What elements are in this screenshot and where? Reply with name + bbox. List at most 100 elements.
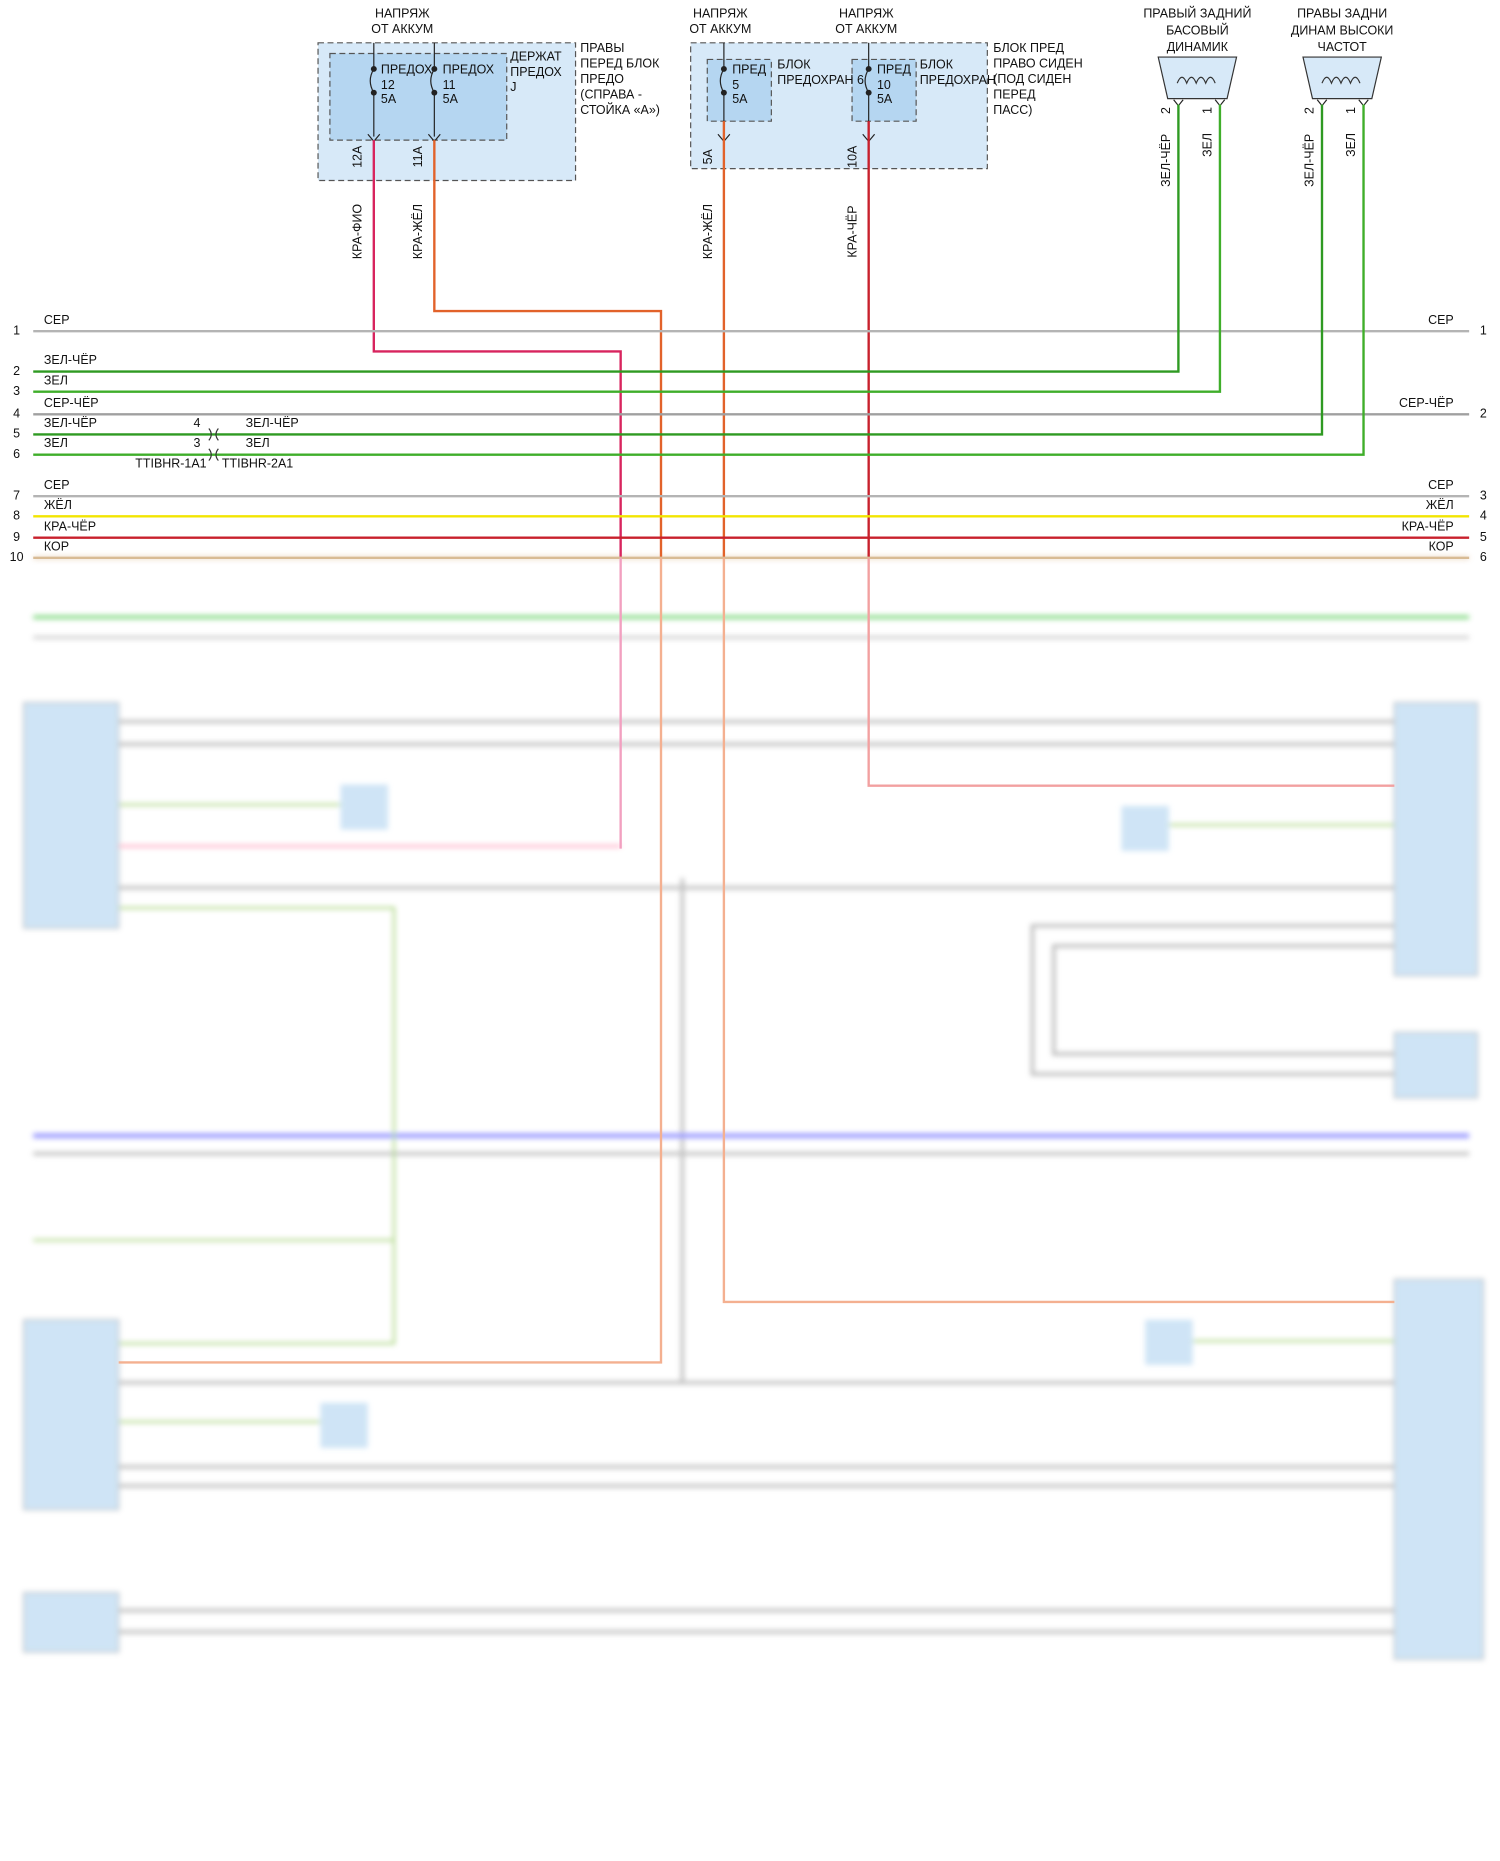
label: ПРАВЫ [580,41,624,55]
speaker-symbol [1157,56,1238,100]
wire-label: ЗЕЛ [44,436,68,450]
wire [33,104,1180,373]
wire-label: КОР [44,539,69,553]
label: ПЕРЕД [993,87,1036,101]
label: ПЕРЕД БЛОК [580,56,660,70]
fuse-dot [720,65,727,72]
rotated-label: ЗЕЛ-ЧЁР [1302,134,1316,187]
wire-continuation [118,557,663,1364]
rotated-label: 5A [701,148,715,164]
label: ПРЕДОХРАН 6 [777,73,864,87]
label: 11 [443,78,456,92]
speaker-coil [1321,76,1361,85]
rotated-label: 2 [1159,107,1173,114]
label: ПРЕДОХ [510,65,562,79]
pin-number: 5 [13,427,20,441]
source-label: ОТ АККУМ [835,22,897,36]
label: (СПРАВА - [580,87,642,101]
pin-number: 6 [13,447,20,461]
label: 5A [443,92,459,106]
rotated-label: 2 [1302,107,1316,114]
connector-id: TTIBHR-2A1 [222,456,293,470]
pin-number: 4 [1480,509,1487,523]
source-label: НАПРЯЖ [693,7,748,21]
wire [33,104,1324,436]
source-label: НАПРЯЖ [839,7,894,21]
label: БЛОК ПРЕД [993,41,1064,55]
label: 5A [877,92,893,106]
pin-number: 4 [13,407,20,421]
label: (ПОД СИДЕН [993,72,1071,86]
speaker-symbol [1302,56,1383,100]
wire-label: ЗЕЛ-ЧЁР [44,353,97,367]
label: ПРЕД [732,62,767,76]
rotated-label: КРА-ЖЁЛ [411,204,425,259]
rotated-label: 10A [846,145,860,168]
wire-label: ЗЕЛ-ЧЁР [44,416,97,430]
rotated-label: ЗЕЛ [1200,133,1214,157]
speaker-label: ПРАВЫЙ ЗАДНИЙ [1143,6,1251,21]
label: ПРЕДО [580,72,624,86]
wire-label: ЗЕЛ [44,373,68,387]
label: 5A [732,92,748,106]
wire-label: СЕР [44,478,70,492]
wire-label: КРА-ЧЁР [44,519,96,533]
wire-label: КОР [1429,539,1454,553]
pin-number: 5 [1480,530,1487,544]
wire-label: СЕР [1428,478,1454,492]
wire-label: ЗЕЛ-ЧЁР [246,416,299,430]
fuse-holder [329,52,508,141]
wire-label: ЖЁЛ [1426,498,1454,512]
wire-label: СЕР [1428,313,1454,327]
source-label: ОТ АККУМ [371,22,433,36]
rotated-label: ЗЕЛ [1344,133,1358,157]
pin-number: 2 [13,364,20,378]
wire-label: ЗЕЛ [246,436,270,450]
pin-number: 1 [13,324,20,338]
pin-number: 8 [13,509,20,523]
label: ПРЕДОХ [443,62,495,76]
rotated-label: ЗЕЛ-ЧЁР [1159,134,1173,187]
speaker-label: ЧАСТОТ [1318,40,1368,54]
wire-label: СЕР [44,313,70,327]
label: СТОЙКА «А») [580,102,660,117]
label: 10 [877,78,891,92]
wire [33,104,1222,393]
speaker-label: ДИНАМ ВЫСОКИ [1291,23,1393,37]
inline-connector [208,448,219,461]
rotated-label: 11A [411,145,425,167]
label: БЛОК [777,58,811,72]
wire-continuation [722,557,1395,1304]
pin-number: 10 [10,550,24,564]
wire-label: КРА-ЧЁР [1402,519,1454,533]
rotated-label: 1 [1200,107,1214,114]
label: ПРЕДОХ [381,62,433,76]
rotated-label: КРА-ЧЁР [846,205,860,257]
connector-id: TTIBHR-1A1 [135,456,206,470]
label: ПРЕД [877,62,912,76]
rotated-label: КРА-ФИО [351,204,365,260]
label: 5 [732,78,739,92]
pin-number: 9 [13,530,20,544]
wire-continuation [867,557,1395,787]
inline-connector [208,428,219,441]
wire-label: СЕР-ЧЁР [44,396,99,410]
pin-number: 7 [13,488,20,502]
label: 5A [381,92,397,106]
fuse-dot [865,65,872,72]
fuse-dot [431,65,438,72]
pin-number: 2 [1480,407,1487,421]
speaker-label: ПРАВЫ ЗАДНИ [1297,7,1387,21]
speaker-label: БАСОВЫЙ [1166,22,1229,37]
label: ДЕРЖАТ [510,49,562,63]
label: ПРАВО СИДЕН [993,56,1082,70]
label: ПРЕДОХРАН [920,73,996,87]
wire-label: СЕР-ЧЁР [1399,396,1454,410]
source-label: ОТ АККУМ [689,22,751,36]
pin-number: 3 [1480,488,1487,502]
rotated-label: КРА-ЖЁЛ [701,204,715,259]
splice-pin: 4 [194,416,201,430]
